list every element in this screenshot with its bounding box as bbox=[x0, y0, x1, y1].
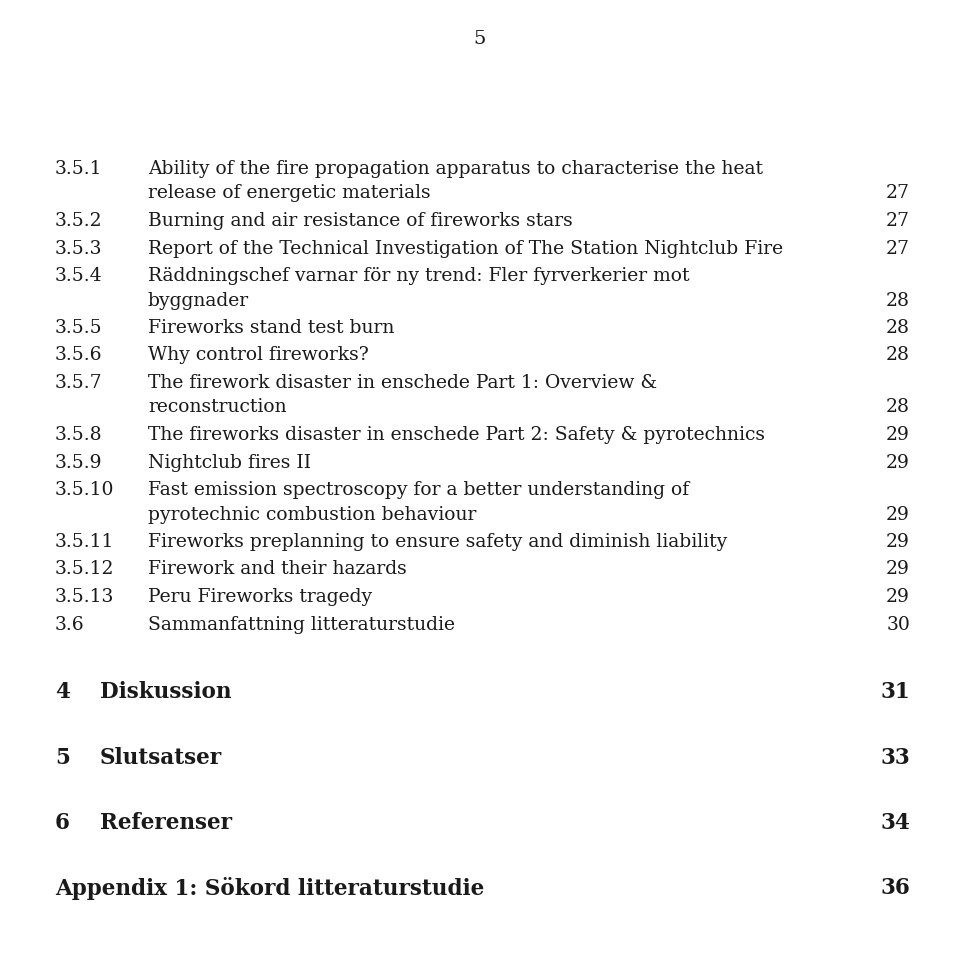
Text: 3.5.12: 3.5.12 bbox=[55, 561, 114, 578]
Text: Burning and air resistance of fireworks stars: Burning and air resistance of fireworks … bbox=[148, 212, 573, 230]
Text: 29: 29 bbox=[886, 426, 910, 444]
Text: 33: 33 bbox=[880, 747, 910, 768]
Text: 29: 29 bbox=[886, 454, 910, 472]
Text: 3.5.3: 3.5.3 bbox=[55, 239, 103, 258]
Text: 5: 5 bbox=[55, 747, 70, 768]
Text: Why control fireworks?: Why control fireworks? bbox=[148, 346, 369, 365]
Text: 3.5.6: 3.5.6 bbox=[55, 346, 103, 365]
Text: 28: 28 bbox=[886, 319, 910, 337]
Text: Referenser: Referenser bbox=[100, 812, 232, 834]
Text: Firework and their hazards: Firework and their hazards bbox=[148, 561, 407, 578]
Text: 36: 36 bbox=[880, 877, 910, 899]
Text: 30: 30 bbox=[886, 616, 910, 633]
Text: 3.6: 3.6 bbox=[55, 616, 84, 633]
Text: 28: 28 bbox=[886, 346, 910, 365]
Text: 3.5.13: 3.5.13 bbox=[55, 588, 114, 606]
Text: Peru Fireworks tragedy: Peru Fireworks tragedy bbox=[148, 588, 372, 606]
Text: 3.5.2: 3.5.2 bbox=[55, 212, 103, 230]
Text: 3.5.9: 3.5.9 bbox=[55, 454, 103, 472]
Text: Appendix 1: Sökord litteraturstudie: Appendix 1: Sökord litteraturstudie bbox=[55, 877, 484, 900]
Text: 29: 29 bbox=[886, 561, 910, 578]
Text: 6: 6 bbox=[55, 812, 70, 834]
Text: 31: 31 bbox=[880, 681, 910, 703]
Text: pyrotechnic combustion behaviour: pyrotechnic combustion behaviour bbox=[148, 506, 476, 523]
Text: Diskussion: Diskussion bbox=[100, 681, 231, 703]
Text: 29: 29 bbox=[886, 533, 910, 551]
Text: release of energetic materials: release of energetic materials bbox=[148, 184, 431, 203]
Text: The firework disaster in enschede Part 1: Overview &: The firework disaster in enschede Part 1… bbox=[148, 374, 658, 392]
Text: 29: 29 bbox=[886, 506, 910, 523]
Text: The fireworks disaster in enschede Part 2: Safety & pyrotechnics: The fireworks disaster in enschede Part … bbox=[148, 426, 765, 444]
Text: 27: 27 bbox=[886, 239, 910, 258]
Text: Räddningschef varnar för ny trend: Fler fyrverkerier mot: Räddningschef varnar för ny trend: Fler … bbox=[148, 267, 689, 285]
Text: 28: 28 bbox=[886, 291, 910, 310]
Text: Nightclub fires II: Nightclub fires II bbox=[148, 454, 311, 472]
Text: byggnader: byggnader bbox=[148, 291, 250, 310]
Text: Fireworks stand test burn: Fireworks stand test burn bbox=[148, 319, 395, 337]
Text: 3.5.1: 3.5.1 bbox=[55, 160, 103, 178]
Text: 28: 28 bbox=[886, 399, 910, 417]
Text: Ability of the fire propagation apparatus to characterise the heat: Ability of the fire propagation apparatu… bbox=[148, 160, 763, 178]
Text: Report of the Technical Investigation of The Station Nightclub Fire: Report of the Technical Investigation of… bbox=[148, 239, 783, 258]
Text: 27: 27 bbox=[886, 212, 910, 230]
Text: 3.5.7: 3.5.7 bbox=[55, 374, 103, 392]
Text: 29: 29 bbox=[886, 588, 910, 606]
Text: 34: 34 bbox=[880, 812, 910, 834]
Text: 5: 5 bbox=[474, 30, 486, 48]
Text: reconstruction: reconstruction bbox=[148, 399, 287, 417]
Text: Fast emission spectroscopy for a better understanding of: Fast emission spectroscopy for a better … bbox=[148, 481, 689, 499]
Text: 3.5.8: 3.5.8 bbox=[55, 426, 103, 444]
Text: 3.5.4: 3.5.4 bbox=[55, 267, 103, 285]
Text: 3.5.5: 3.5.5 bbox=[55, 319, 103, 337]
Text: Sammanfattning litteraturstudie: Sammanfattning litteraturstudie bbox=[148, 616, 455, 633]
Text: 4: 4 bbox=[55, 681, 70, 703]
Text: Slutsatser: Slutsatser bbox=[100, 747, 222, 768]
Text: 27: 27 bbox=[886, 184, 910, 203]
Text: 3.5.11: 3.5.11 bbox=[55, 533, 114, 551]
Text: Fireworks preplanning to ensure safety and diminish liability: Fireworks preplanning to ensure safety a… bbox=[148, 533, 728, 551]
Text: 3.5.10: 3.5.10 bbox=[55, 481, 114, 499]
